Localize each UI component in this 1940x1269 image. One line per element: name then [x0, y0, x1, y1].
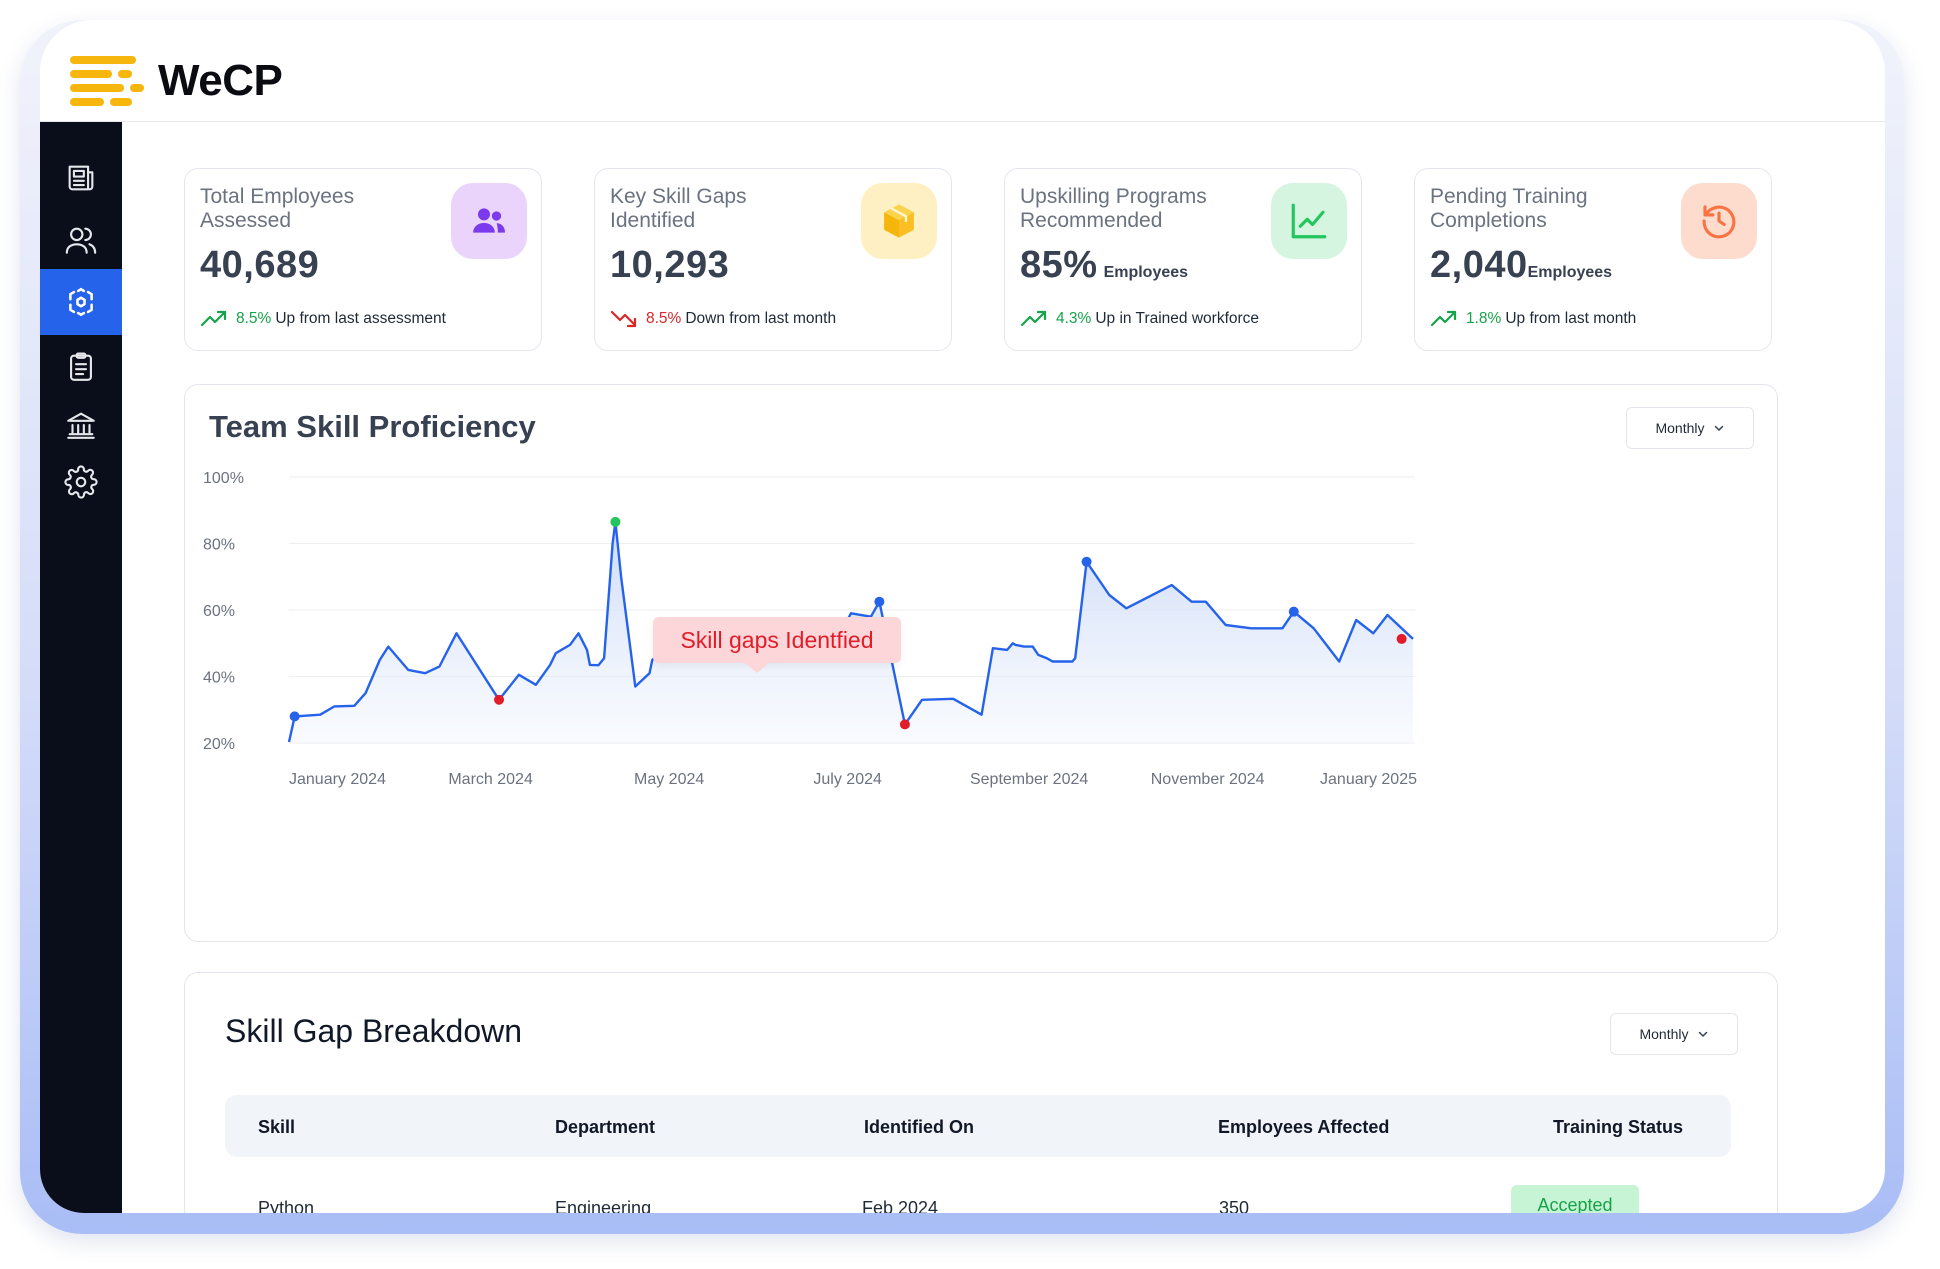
chevron-down-icon: [1714, 425, 1723, 432]
breakdown-period-dropdown[interactable]: Monthly: [1610, 1013, 1738, 1055]
breakdown-title: Skill Gap Breakdown: [225, 1013, 523, 1049]
trend-percent: 4.3%: [1056, 310, 1092, 327]
period-label: Monthly: [1639, 1026, 1689, 1042]
line-chart-icon: [1291, 203, 1327, 239]
trend-percent: 8.5%: [236, 310, 272, 327]
data-point-marker[interactable]: [899, 719, 910, 730]
logo-text[interactable]: WeCP: [158, 56, 283, 105]
stat-trend: 1.8% Up from last month: [1430, 309, 1636, 329]
sidebar-item-settings[interactable]: [40, 449, 122, 515]
cell-skill: Python: [258, 1198, 315, 1213]
newspaper-icon: [68, 165, 94, 191]
x-tick-label: January 2025: [1320, 771, 1417, 788]
stat-icon-badge: [1681, 183, 1757, 259]
data-point-marker[interactable]: [1288, 606, 1299, 617]
proficiency-chart-card: Team Skill Proficiency Monthly 100% 80% 60…: [184, 384, 1778, 942]
trend-up-icon: [1020, 310, 1047, 327]
sidebar-item-organization[interactable]: [40, 392, 122, 458]
stat-card-skill-gaps[interactable]: Key Skill Gaps Identified 10,293 8.5% Do…: [594, 168, 952, 351]
stat-unit: Employees: [1527, 264, 1613, 281]
stat-value: 10,293: [610, 244, 730, 286]
y-tick-label: 20%: [203, 736, 235, 753]
trend-down-icon: [610, 310, 637, 328]
clipboard-icon: [70, 352, 92, 381]
status-badge: Accepted: [1511, 1185, 1639, 1213]
main-content: Total Employees Assessed 40,689 8.5% Up …: [122, 122, 1885, 1213]
table-header: Skill Department Identified On Employees…: [225, 1095, 1731, 1157]
stat-icon-badge: [451, 183, 527, 259]
box-icon: [884, 204, 914, 238]
top-bar: WeCP: [40, 20, 1885, 122]
stat-value: 85% Employees: [1020, 244, 1189, 286]
trend-percent: 8.5%: [646, 310, 682, 327]
column-header-skill[interactable]: Skill: [258, 1117, 296, 1137]
gear-icon: [64, 465, 98, 499]
data-point-marker[interactable]: [610, 516, 621, 527]
cell-department: Engineering: [555, 1198, 652, 1213]
data-point-marker[interactable]: [1396, 633, 1407, 644]
app-window: WeCP: [40, 20, 1885, 1213]
stat-unit: Employees: [1103, 264, 1189, 281]
trend-up-icon: [200, 310, 227, 327]
trend-note: Up from last month: [1505, 310, 1637, 327]
stat-card-upskilling[interactable]: Upskilling Programs Recommended 85% Emplo…: [1004, 168, 1362, 351]
x-tick-label: March 2024: [448, 771, 533, 788]
y-tick-label: 40%: [203, 670, 235, 687]
data-point-marker[interactable]: [874, 596, 885, 607]
column-header-identified-on[interactable]: Identified On: [864, 1117, 974, 1137]
scan-skill-icon: [69, 287, 93, 317]
period-label: Monthly: [1655, 420, 1705, 436]
cell-identified-on: Feb 2024: [862, 1198, 939, 1213]
chart-title: Team Skill Proficiency: [209, 409, 536, 444]
stat-title: Upskilling Programs Recommended: [1020, 185, 1207, 232]
stat-value: 40,689: [200, 244, 320, 286]
trend-up-icon: [1430, 310, 1457, 327]
y-tick-label: 100%: [203, 470, 244, 487]
cell-employees-affected: 350: [1219, 1198, 1250, 1213]
period-dropdown[interactable]: Monthly: [1626, 407, 1754, 449]
bank-icon: [67, 412, 95, 439]
column-header-training-status[interactable]: Training Status: [1553, 1117, 1684, 1137]
trend-note: Up from last assessment: [275, 310, 446, 327]
trend-note: Down from last month: [685, 310, 837, 327]
stat-trend: 8.5% Down from last month: [610, 309, 836, 329]
stat-trend: 8.5% Up from last assessment: [200, 309, 446, 329]
stat-trend: 4.3% Up in Trained workforce: [1020, 309, 1259, 329]
stat-title: Total Employees Assessed: [200, 185, 355, 232]
skill-gap-tooltip: Skill gaps Identfied: [653, 617, 901, 673]
stat-title: Key Skill Gaps Identified: [610, 185, 747, 232]
data-point-marker[interactable]: [289, 711, 300, 722]
x-tick-label: September 2024: [970, 771, 1088, 788]
stat-value: 2,040Employees: [1430, 244, 1613, 286]
trend-percent: 1.8%: [1466, 310, 1502, 327]
users-icon: [65, 227, 97, 254]
skill-gap-breakdown-card: Skill Gap Breakdown Monthly Skill Depart…: [184, 972, 1778, 1213]
y-tick-label: 80%: [203, 537, 235, 554]
sidebar-item-users[interactable]: [40, 207, 122, 273]
data-point-marker[interactable]: [1081, 556, 1092, 567]
stat-card-employees-assessed[interactable]: Total Employees Assessed 40,689 8.5% Up …: [184, 168, 542, 351]
stat-card-pending-training[interactable]: Pending Training Completions 2,040Employ…: [1414, 168, 1772, 351]
y-tick-label: 60%: [203, 603, 235, 620]
line-chart: 100% 80% 60% 40% 20% January 2024 March 2024 M…: [203, 470, 1417, 788]
sidebar-item-reports[interactable]: [40, 145, 122, 211]
column-header-employees-affected[interactable]: Employees Affected: [1218, 1117, 1390, 1137]
column-header-department[interactable]: Department: [555, 1117, 656, 1137]
history-icon: [1702, 205, 1736, 239]
users-icon: [473, 208, 505, 233]
stat-icon-badge: [1271, 183, 1347, 259]
x-tick-label: January 2024: [289, 771, 386, 788]
data-point-marker[interactable]: [494, 694, 505, 705]
x-tick-label: May 2024: [634, 771, 704, 788]
sidebar-item-skills[interactable]: [40, 269, 122, 335]
chevron-down-icon: [1698, 1031, 1707, 1038]
sidebar-item-assessments[interactable]: [40, 334, 122, 400]
x-tick-label: November 2024: [1151, 771, 1265, 788]
x-tick-label: July 2024: [813, 771, 882, 788]
trend-note: Up in Trained workforce: [1095, 310, 1260, 327]
stat-icon-badge: [861, 183, 937, 259]
stat-title: Pending Training Completions: [1430, 185, 1588, 232]
sidebar: [40, 122, 122, 1213]
logo-mark-icon: [70, 56, 144, 106]
